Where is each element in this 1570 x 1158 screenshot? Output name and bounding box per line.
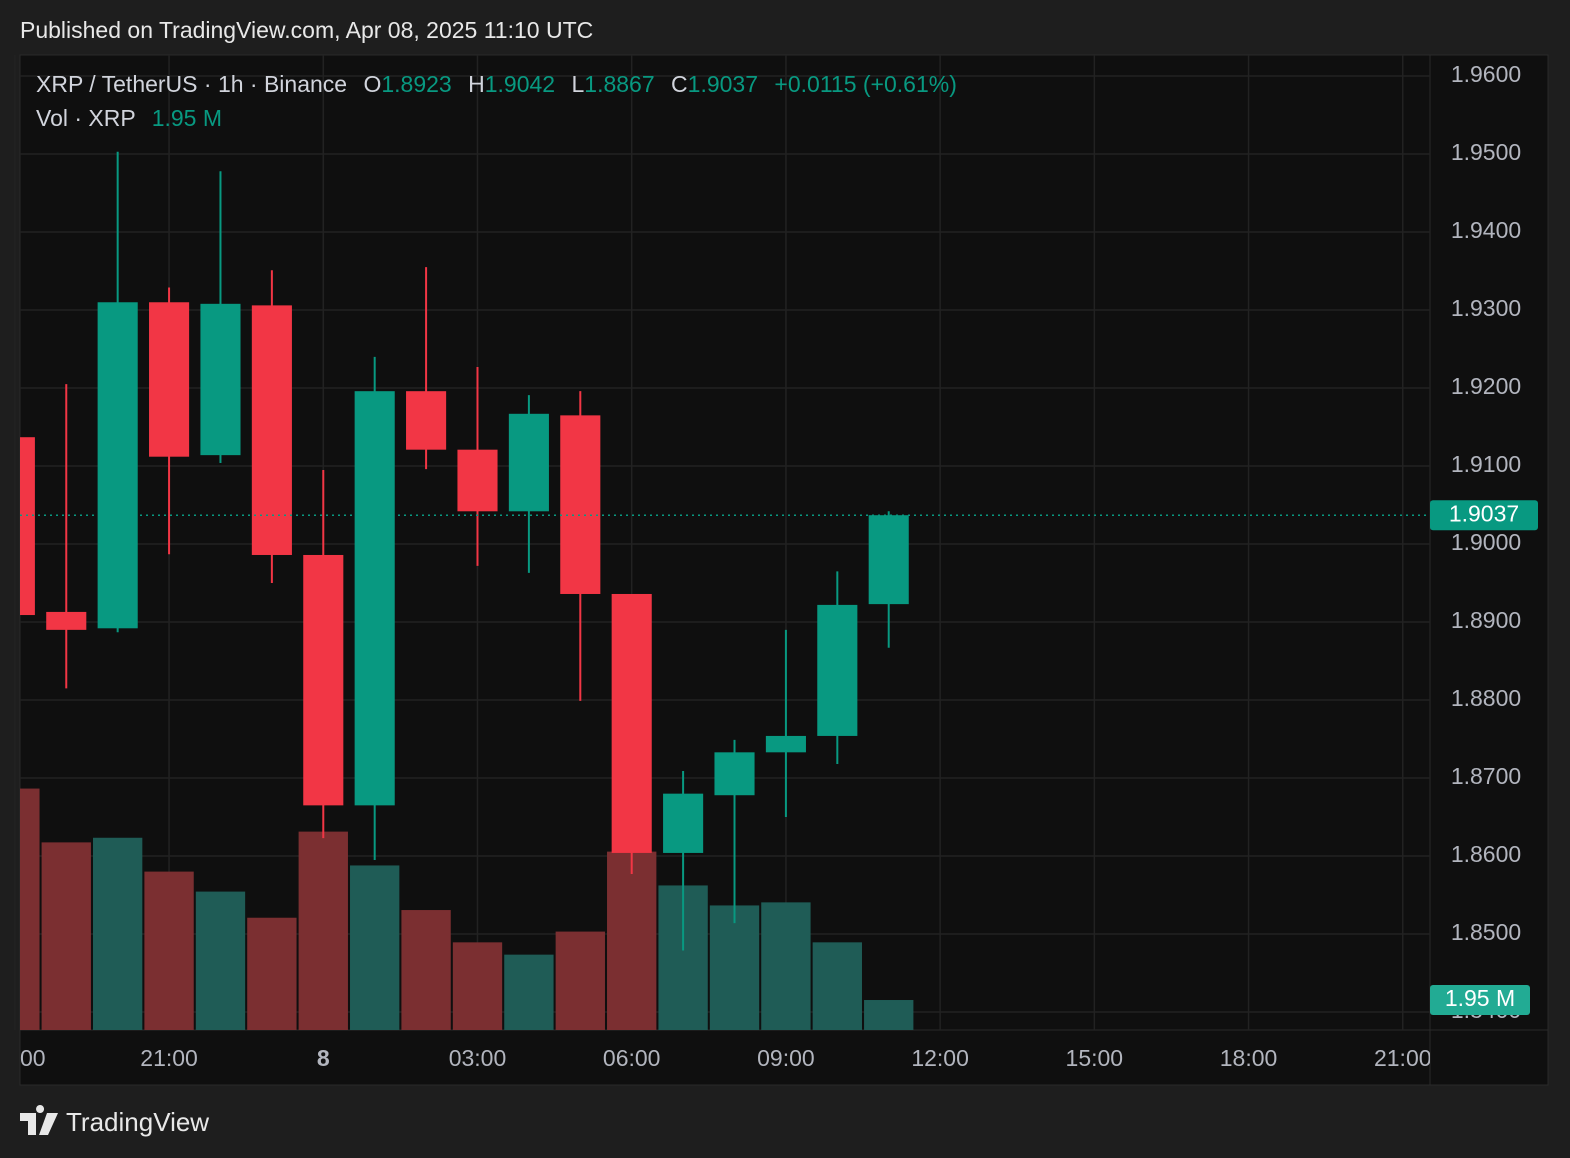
- volume-legend: Vol · XRP 1.95 M: [36, 105, 222, 131]
- volume-bar: [298, 831, 348, 1030]
- y-tick-label: 1.8500: [1451, 919, 1521, 945]
- candle-body: [714, 752, 755, 796]
- candle-body: [354, 391, 395, 806]
- logo-mark: [20, 1105, 58, 1135]
- volume-bar: [555, 931, 605, 1030]
- published-note: Published on TradingView.com, Apr 08, 20…: [20, 17, 593, 43]
- x-tick-label: 8: [317, 1045, 330, 1071]
- ohlc-prefix: H: [468, 71, 485, 97]
- volume-layer: [20, 788, 914, 1030]
- candle-body: [765, 735, 806, 753]
- ohlc-prefix: C: [671, 71, 688, 97]
- change: +0.0115 (+0.61%): [774, 71, 956, 97]
- candle-body: [406, 391, 447, 450]
- last-price-label: 1.9037: [1449, 500, 1519, 526]
- candle-body: [508, 413, 549, 512]
- legend: XRP / TetherUS · 1h · Binance O1.8923 H1…: [36, 71, 957, 97]
- ohlc-prefix: L: [572, 71, 585, 97]
- candle-body: [817, 604, 858, 736]
- y-tick-label: 1.8900: [1451, 607, 1521, 633]
- volume-bar: [350, 865, 400, 1030]
- volume-bar: [92, 837, 143, 1030]
- ohlc-prefix: O: [363, 71, 381, 97]
- y-tick-label: 1.9500: [1451, 139, 1521, 165]
- volume-bar: [195, 891, 246, 1030]
- volume-bar: [401, 910, 451, 1030]
- x-tick-label: 15:00: [1066, 1045, 1124, 1071]
- candle-body: [149, 302, 190, 457]
- volume-bar: [709, 905, 760, 1030]
- last-price-box: [1430, 500, 1538, 531]
- last-volume-label: 1.95 M: [1445, 985, 1515, 1011]
- volume-bar: [452, 942, 503, 1030]
- candle-body: [611, 593, 652, 853]
- logo: TradingView: [20, 1105, 209, 1137]
- ohlc-value: 1.8923: [381, 71, 451, 97]
- ohlc-value: 1.9037: [688, 71, 758, 97]
- volume-bar: [41, 842, 91, 1030]
- last-volume-box: [1430, 985, 1530, 1016]
- candle-layer: [20, 151, 909, 951]
- y-tick-label: 1.9200: [1451, 373, 1521, 399]
- y-tick-label: 1.9100: [1451, 451, 1521, 477]
- candle-body: [251, 305, 292, 555]
- ohlc-value: 1.9042: [485, 71, 555, 97]
- x-tick-label: 18:00: [1220, 1045, 1278, 1071]
- candle-body: [46, 611, 87, 630]
- volume-bar: [20, 788, 40, 1030]
- ohlc-value: 1.8867: [584, 71, 654, 97]
- x-tick-label: 21:00: [1374, 1045, 1432, 1071]
- volume-bar: [247, 917, 297, 1030]
- volume-bar: [864, 1000, 914, 1030]
- x-tick-label: 21:00: [140, 1045, 198, 1071]
- y-tick-label: 1.9000: [1451, 529, 1521, 555]
- y-tick-label: 1.9400: [1451, 217, 1521, 243]
- y-tick-label: 1.9300: [1451, 295, 1521, 321]
- volume-bar: [144, 871, 194, 1030]
- y-tick-label: 1.8700: [1451, 763, 1521, 789]
- x-axis: 00 21:00 8 03:00 06:00 09:00 12:00 15:00 18:00 21…: [20, 1045, 1432, 1071]
- x-tick-label: 06:00: [603, 1045, 661, 1071]
- volume-bar: [607, 851, 657, 1030]
- y-tick-label: 1.8800: [1451, 685, 1521, 711]
- candle-body: [97, 302, 138, 629]
- candle-body: [560, 415, 601, 594]
- candle-body: [457, 449, 498, 512]
- x-tick-label: 12:00: [911, 1045, 969, 1071]
- candle-body: [663, 793, 704, 853]
- volume-title: Vol · XRP: [36, 105, 135, 131]
- volume-bar: [812, 942, 862, 1030]
- volume-bar: [761, 902, 811, 1030]
- volume-value: 1.95 M: [152, 105, 222, 131]
- candle-body: [20, 437, 35, 616]
- x-tick-label: 03:00: [449, 1045, 507, 1071]
- y-tick-label: 1.8600: [1451, 841, 1521, 867]
- y-tick-label: 1.9600: [1451, 61, 1521, 87]
- candle-body: [303, 554, 344, 806]
- candle-body: [868, 515, 909, 605]
- candle-body: [200, 303, 241, 456]
- symbol: XRP / TetherUS · 1h · Binance: [36, 71, 347, 97]
- volume-bar: [504, 954, 554, 1030]
- x-tick-label: 09:00: [757, 1045, 815, 1071]
- brand: TradingView: [66, 1107, 209, 1137]
- x-tick-label: 00: [20, 1045, 46, 1071]
